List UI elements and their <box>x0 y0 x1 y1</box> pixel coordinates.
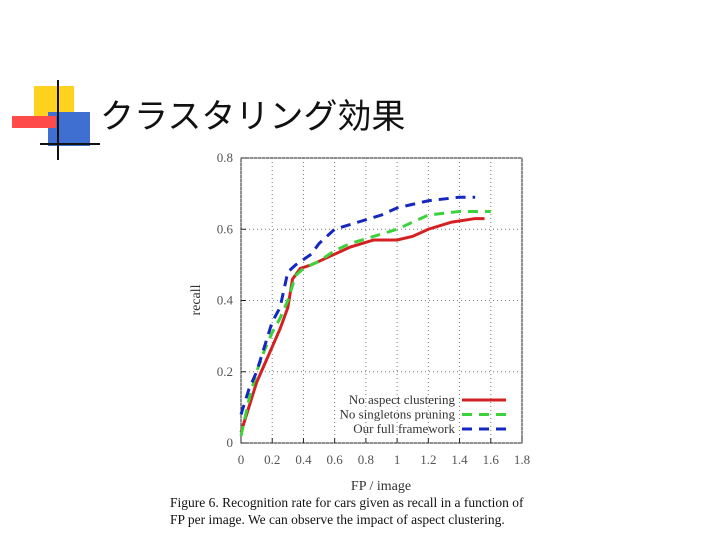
legend-label: Our full framework <box>353 421 455 436</box>
series-line <box>239 209 491 437</box>
x-tick-label: 1.2 <box>420 452 436 467</box>
x-tick-label: 1.8 <box>514 452 530 467</box>
x-tick-label: 1 <box>394 452 401 467</box>
y-tick-label: 0.4 <box>217 293 234 308</box>
x-tick-label: 0.4 <box>295 452 312 467</box>
y-tick-label: 0.8 <box>217 150 233 165</box>
x-tick-label: 1.6 <box>483 452 500 467</box>
x-tick-label: 0 <box>238 452 245 467</box>
x-tick-label: 0.8 <box>358 452 374 467</box>
series-line <box>239 195 476 415</box>
x-tick-label: 1.4 <box>451 452 468 467</box>
x-axis-label: FP / image <box>351 479 411 494</box>
deco-red <box>12 116 56 128</box>
x-tick-label: 0.2 <box>264 452 280 467</box>
legend-label: No singletons pruning <box>339 407 455 422</box>
y-tick-label: 0.2 <box>217 364 233 379</box>
caption-line: Figure 6. Recognition rate for cars give… <box>170 495 524 510</box>
y-axis-label: recall <box>189 284 204 315</box>
y-tick-label: 0 <box>227 435 234 450</box>
x-tick-label: 0.6 <box>327 452 344 467</box>
slide-title: クラスタリング効果 <box>100 97 405 137</box>
y-tick-label: 0.6 <box>217 221 234 236</box>
legend-label: No aspect clustering <box>349 392 456 407</box>
caption-line: FP per image. We can observe the impact … <box>170 512 505 527</box>
